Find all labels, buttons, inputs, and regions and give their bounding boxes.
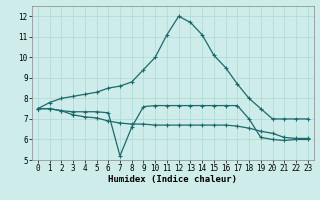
X-axis label: Humidex (Indice chaleur): Humidex (Indice chaleur) [108,175,237,184]
